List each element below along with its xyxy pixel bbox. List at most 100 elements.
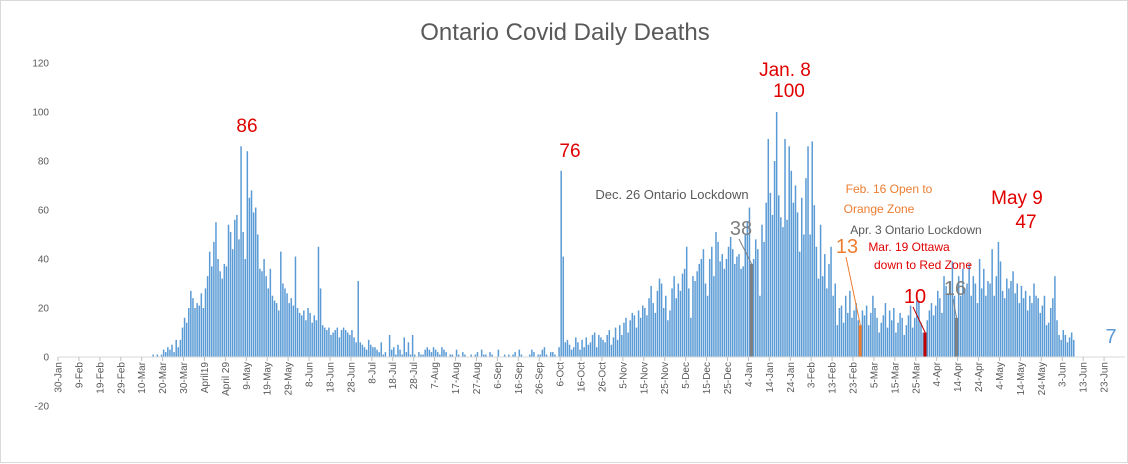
bar [1022, 298, 1025, 357]
bar [945, 285, 947, 357]
x-tick-label: 26-Oct [597, 362, 608, 392]
bar [679, 290, 682, 357]
bar [303, 310, 305, 357]
bar [667, 320, 669, 357]
bar [518, 349, 521, 357]
bar [811, 141, 813, 357]
bar [861, 310, 864, 357]
x-tick-label: 13-Jun [1079, 362, 1090, 393]
x-tick-label: 25-Dec [723, 362, 734, 394]
bar [882, 315, 885, 357]
bar [347, 332, 349, 357]
bar [623, 322, 625, 357]
x-tick-label: 26-Sep [535, 362, 546, 395]
bar [483, 354, 485, 357]
bar [759, 295, 761, 357]
bar [665, 295, 667, 357]
bar [401, 354, 403, 357]
bar [357, 281, 359, 357]
bar [470, 354, 472, 357]
x-tick-label: 5-Mar [869, 361, 880, 388]
bar [731, 249, 734, 357]
bar [449, 354, 452, 357]
bar [886, 327, 889, 357]
bar [993, 295, 995, 357]
bar [1056, 320, 1058, 357]
bar [836, 325, 839, 357]
bars [152, 112, 1075, 357]
bar [700, 259, 703, 357]
x-tick-label: 3-Jun [1058, 362, 1069, 387]
bar [769, 192, 772, 357]
bar [428, 349, 431, 357]
bar [813, 205, 816, 357]
x-tick-label: 13-Feb [828, 362, 839, 394]
bar [1060, 339, 1062, 357]
annotation-jan8-value: 100 [773, 81, 805, 102]
bar [583, 347, 585, 357]
bar [903, 334, 906, 357]
bar [152, 354, 154, 357]
bar [443, 349, 445, 357]
bar [895, 332, 897, 357]
x-tick-label: 8-Jun [305, 362, 316, 387]
bar [200, 293, 203, 357]
bar [930, 303, 933, 357]
bar [974, 283, 977, 357]
bar [1041, 305, 1044, 357]
bar [242, 232, 244, 357]
bar [338, 337, 341, 357]
bar [340, 330, 343, 357]
bar [409, 354, 412, 357]
bar [541, 349, 544, 357]
bar [602, 339, 604, 357]
bar [658, 278, 661, 357]
x-tick-label: 14-Apr [953, 361, 964, 392]
bar [296, 308, 299, 357]
bar [204, 288, 207, 357]
bar [941, 312, 943, 357]
bar [606, 334, 608, 357]
bar [353, 337, 355, 357]
bar [307, 308, 309, 357]
bar [754, 239, 757, 357]
bar [439, 354, 441, 357]
bar [164, 352, 167, 357]
bar [480, 349, 483, 357]
bar [545, 354, 548, 357]
bar [727, 246, 730, 357]
bar [1052, 298, 1054, 357]
bar [552, 352, 554, 357]
bar [642, 305, 644, 357]
bar [809, 234, 811, 357]
bar [980, 288, 983, 357]
bar [957, 276, 960, 357]
bar [223, 263, 226, 357]
bar [367, 339, 370, 357]
bar [1072, 339, 1075, 357]
annotation-mar19-label-1: Mar. 19 Ottawa [868, 240, 950, 254]
bar [537, 354, 539, 357]
x-tick-label: 7-Aug [430, 362, 441, 389]
bar [635, 327, 638, 357]
bar [648, 298, 650, 357]
bar [995, 276, 998, 357]
x-tick-label: 23-Jun [1100, 362, 1111, 393]
bar [1054, 276, 1056, 357]
bar [771, 214, 774, 357]
bar [899, 312, 901, 357]
x-tick-label: 30-Jan [54, 362, 65, 393]
bar [514, 352, 516, 357]
bar [608, 330, 611, 357]
bar [901, 317, 903, 357]
bar [616, 339, 619, 357]
bar [834, 283, 836, 357]
bar [711, 246, 713, 357]
bar [922, 332, 924, 357]
bar [815, 246, 818, 357]
bar [876, 317, 878, 357]
bar [627, 332, 629, 357]
bar [202, 308, 205, 357]
bar [817, 278, 820, 357]
bar [828, 263, 830, 357]
